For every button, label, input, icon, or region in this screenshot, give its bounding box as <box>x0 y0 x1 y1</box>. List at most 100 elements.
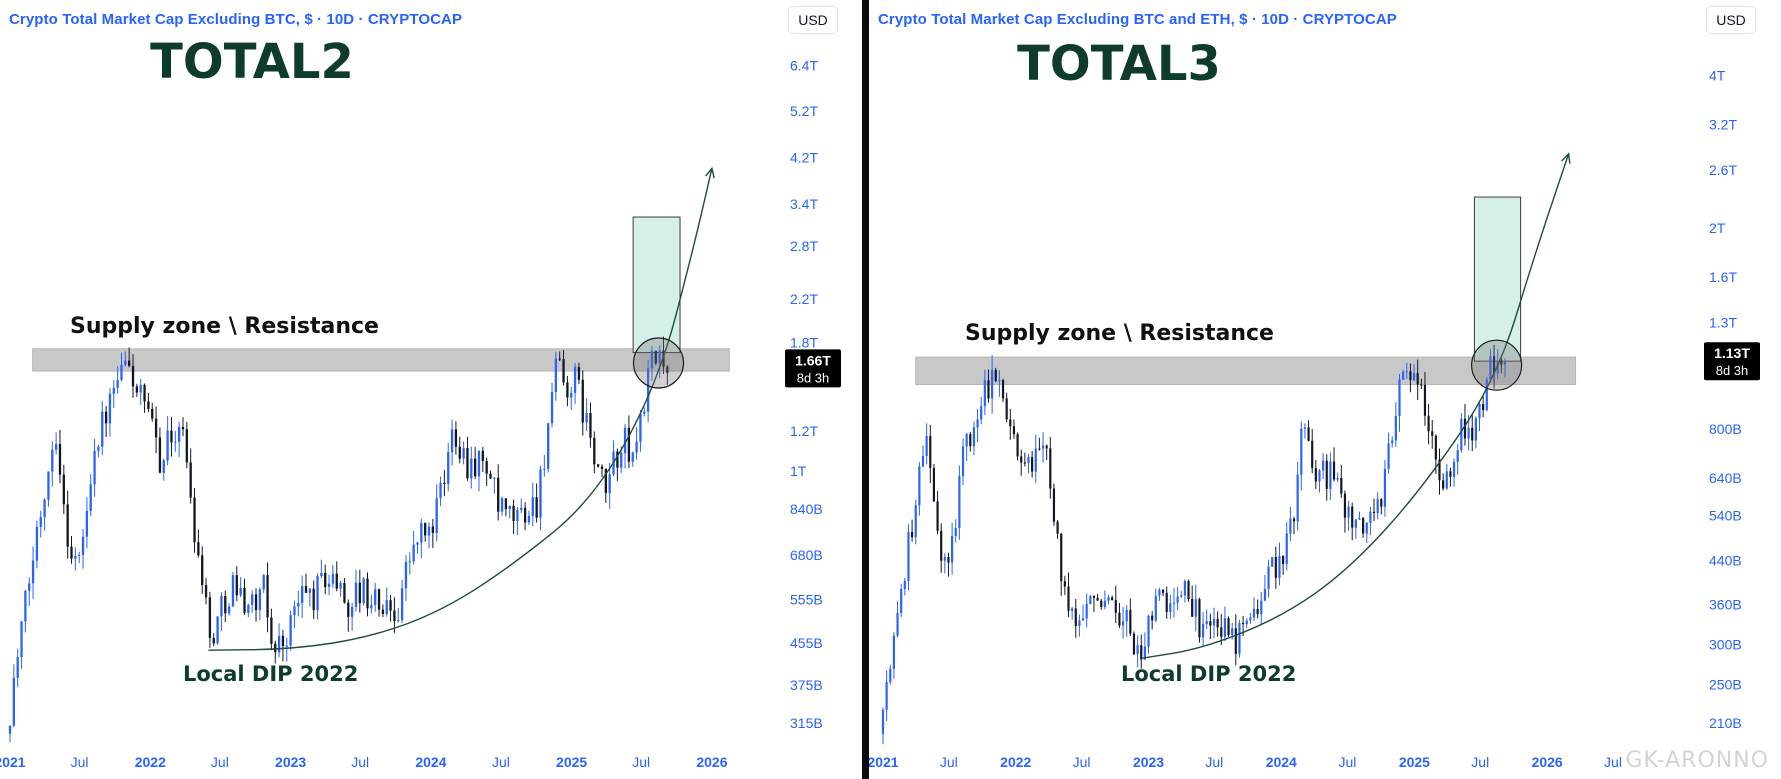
candle[interactable] <box>987 369 990 403</box>
candle[interactable] <box>1267 559 1270 598</box>
candle[interactable] <box>1263 574 1267 601</box>
candle[interactable] <box>1442 473 1445 491</box>
candle[interactable] <box>385 587 388 617</box>
candle[interactable] <box>577 362 581 385</box>
candle[interactable] <box>639 409 642 452</box>
candle[interactable] <box>104 405 108 438</box>
candle[interactable] <box>277 623 281 658</box>
highlight-circle[interactable] <box>1471 339 1523 391</box>
candle[interactable] <box>124 351 127 367</box>
candle[interactable] <box>892 632 896 679</box>
candle[interactable] <box>481 447 484 472</box>
candle[interactable] <box>289 610 292 651</box>
candle[interactable] <box>343 577 346 604</box>
candle[interactable] <box>616 448 619 481</box>
candle[interactable] <box>251 590 254 613</box>
chart-panel-total2[interactable]: 6.4T 5.2T 4.2T 3.4T 2.8T 2.2T 1.8T 1.2T 1T 840B 68… <box>0 0 862 779</box>
candle[interactable] <box>204 578 208 605</box>
candle[interactable] <box>911 519 914 542</box>
candle[interactable] <box>439 476 442 506</box>
candle[interactable] <box>431 518 435 548</box>
candle[interactable] <box>1456 443 1459 475</box>
candle[interactable] <box>1282 555 1285 575</box>
candle[interactable] <box>646 359 650 423</box>
candle[interactable] <box>477 450 481 492</box>
candle[interactable] <box>581 370 584 436</box>
candle[interactable] <box>627 415 631 469</box>
candle[interactable] <box>116 366 119 394</box>
candle[interactable] <box>951 522 954 575</box>
candle[interactable] <box>473 446 477 479</box>
candle[interactable] <box>1001 378 1005 403</box>
candle[interactable] <box>1503 358 1507 378</box>
candle[interactable] <box>443 470 446 497</box>
candle[interactable] <box>493 476 496 494</box>
candle[interactable] <box>1078 614 1081 637</box>
candle[interactable] <box>181 417 185 437</box>
candle[interactable] <box>1198 597 1201 643</box>
candle[interactable] <box>1318 469 1321 493</box>
candle[interactable] <box>24 589 27 633</box>
currency-button[interactable]: USD <box>788 6 838 34</box>
candle[interactable] <box>447 442 450 492</box>
candle[interactable] <box>8 725 12 743</box>
candle[interactable] <box>39 510 42 538</box>
candle[interactable] <box>274 640 277 664</box>
candle[interactable] <box>1143 632 1146 661</box>
candle[interactable] <box>489 470 492 479</box>
candle[interactable] <box>1227 616 1230 637</box>
candle[interactable] <box>435 484 438 542</box>
candle[interactable] <box>983 369 986 415</box>
candle[interactable] <box>1380 498 1383 515</box>
candle[interactable] <box>1129 598 1132 636</box>
candle[interactable] <box>1140 634 1143 669</box>
candle[interactable] <box>1191 585 1194 617</box>
candle[interactable] <box>424 522 427 542</box>
candle[interactable] <box>547 422 550 473</box>
candle[interactable] <box>900 583 903 617</box>
candle[interactable] <box>1369 506 1372 536</box>
candle[interactable] <box>961 438 965 486</box>
candle[interactable] <box>1336 472 1339 483</box>
candle[interactable] <box>470 446 473 489</box>
candle[interactable] <box>1314 460 1317 489</box>
candle[interactable] <box>1085 593 1088 628</box>
candle[interactable] <box>58 429 62 484</box>
candle[interactable] <box>600 464 604 478</box>
candle[interactable] <box>1460 413 1463 453</box>
candle[interactable] <box>650 345 654 381</box>
candle[interactable] <box>366 572 369 617</box>
candle[interactable] <box>881 707 885 745</box>
candle[interactable] <box>1423 371 1427 426</box>
candle[interactable] <box>932 463 936 502</box>
candle[interactable] <box>929 424 932 484</box>
candle[interactable] <box>154 406 158 454</box>
candle[interactable] <box>596 463 600 468</box>
candle[interactable] <box>1016 432 1019 461</box>
candle[interactable] <box>1340 464 1343 498</box>
candle[interactable] <box>1154 588 1157 623</box>
candle[interactable] <box>1252 597 1256 622</box>
candle[interactable] <box>262 573 265 594</box>
candle[interactable] <box>258 587 262 621</box>
candle[interactable] <box>1383 459 1387 517</box>
target-box[interactable] <box>632 216 681 354</box>
candle[interactable] <box>1245 618 1248 629</box>
candle[interactable] <box>1187 579 1190 602</box>
candle[interactable] <box>454 421 458 455</box>
candle[interactable] <box>97 444 100 458</box>
candle[interactable] <box>516 507 519 535</box>
candle[interactable] <box>1500 356 1503 374</box>
candle[interactable] <box>907 524 910 591</box>
candle[interactable] <box>1158 587 1161 601</box>
candle[interactable] <box>921 445 925 468</box>
candle[interactable] <box>1205 609 1208 630</box>
candle[interactable] <box>980 396 983 425</box>
candle[interactable] <box>285 637 288 662</box>
candle[interactable] <box>1405 362 1408 379</box>
candle[interactable] <box>1161 589 1165 597</box>
candle[interactable] <box>504 498 508 517</box>
candle[interactable] <box>108 388 112 437</box>
candle[interactable] <box>1482 395 1485 418</box>
candle[interactable] <box>120 352 123 382</box>
